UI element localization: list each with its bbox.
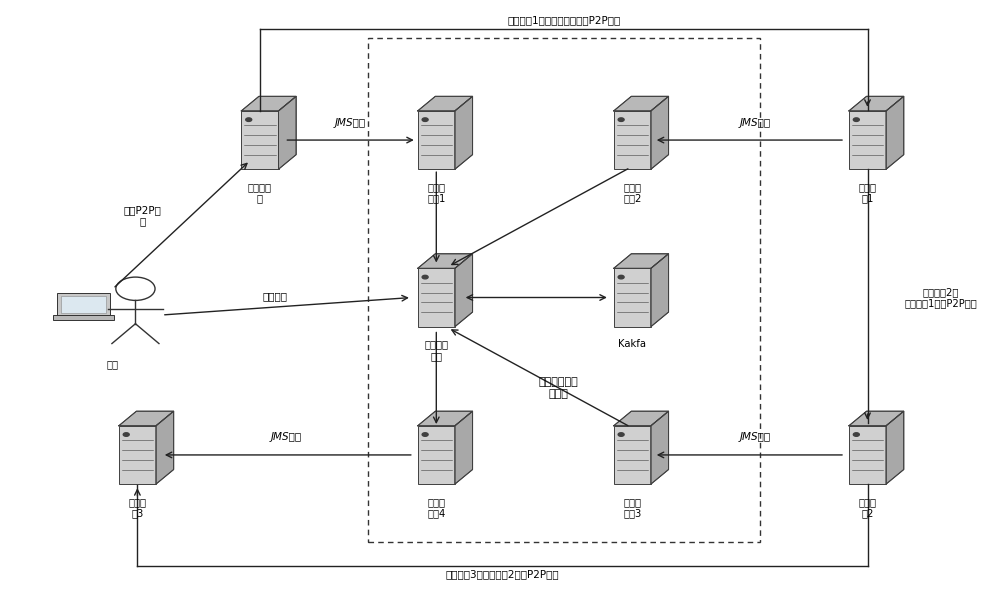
Text: JMS消息: JMS消息 [334,118,366,127]
Circle shape [422,433,428,436]
Bar [849,426,886,484]
Polygon shape [455,411,473,484]
Bar [53,315,114,320]
Polygon shape [886,96,904,169]
Bar [418,111,455,169]
Polygon shape [651,411,669,484]
Polygon shape [849,411,904,426]
Text: JMS消息: JMS消息 [739,433,770,443]
Circle shape [853,118,859,121]
Polygon shape [651,96,669,169]
Text: 区块链
组织4: 区块链 组织4 [427,497,445,518]
Text: 下载节
点2: 下载节 点2 [858,497,876,518]
Text: 下载节
点1: 下载节 点1 [858,182,876,203]
Text: 种子服务
器: 种子服务 器 [248,182,272,203]
Circle shape [246,118,252,121]
Text: 下载节点1从种子服务器下载P2P文件: 下载节点1从种子服务器下载P2P文件 [507,15,620,26]
Bar [368,38,760,543]
Bar [61,296,106,313]
Text: 超级账本区块
链系统: 超级账本区块 链系统 [539,377,579,399]
Text: 区块链
组织2: 区块链 组织2 [623,182,641,203]
Polygon shape [614,411,669,426]
Polygon shape [418,411,473,426]
Polygon shape [119,411,174,426]
Text: 排序服务
节点: 排序服务 节点 [424,340,448,361]
Text: 下载节点3从下载节点2下载P2P文件: 下载节点3从下载节点2下载P2P文件 [445,569,559,580]
Text: 区块链
组织3: 区块链 组织3 [623,497,641,518]
Bar [849,111,886,169]
Polygon shape [455,253,473,327]
Polygon shape [614,253,669,268]
Bar [418,268,455,327]
Text: 溯源查询: 溯源查询 [262,292,287,301]
Polygon shape [241,96,296,111]
Circle shape [422,275,428,279]
Circle shape [123,433,129,436]
Text: JMS消息: JMS消息 [271,433,302,443]
Circle shape [618,433,624,436]
Bar [614,111,651,169]
Text: 用户: 用户 [107,359,119,369]
Polygon shape [418,96,473,111]
Polygon shape [156,411,174,484]
Bar [614,426,651,484]
Text: JMS消息: JMS消息 [739,118,770,127]
Polygon shape [651,253,669,327]
Bar [241,111,279,169]
Polygon shape [614,96,669,111]
Polygon shape [418,253,473,268]
Circle shape [853,433,859,436]
Polygon shape [279,96,296,169]
Text: 下载节
点3: 下载节 点3 [128,497,146,518]
Polygon shape [849,96,904,111]
Circle shape [618,275,624,279]
Bar [614,268,651,327]
Circle shape [422,118,428,121]
Polygon shape [455,96,473,169]
Circle shape [618,118,624,121]
Text: Kakfa: Kakfa [618,340,646,349]
Bar [57,293,110,315]
Polygon shape [886,411,904,484]
Text: 上传P2P文
件: 上传P2P文 件 [123,205,161,227]
Bar [119,426,156,484]
Bar [418,426,455,484]
Text: 下载节点2从
下载节点1下载P2P文件: 下载节点2从 下载节点1下载P2P文件 [905,287,977,308]
Text: 区块链
组织1: 区块链 组织1 [427,182,445,203]
